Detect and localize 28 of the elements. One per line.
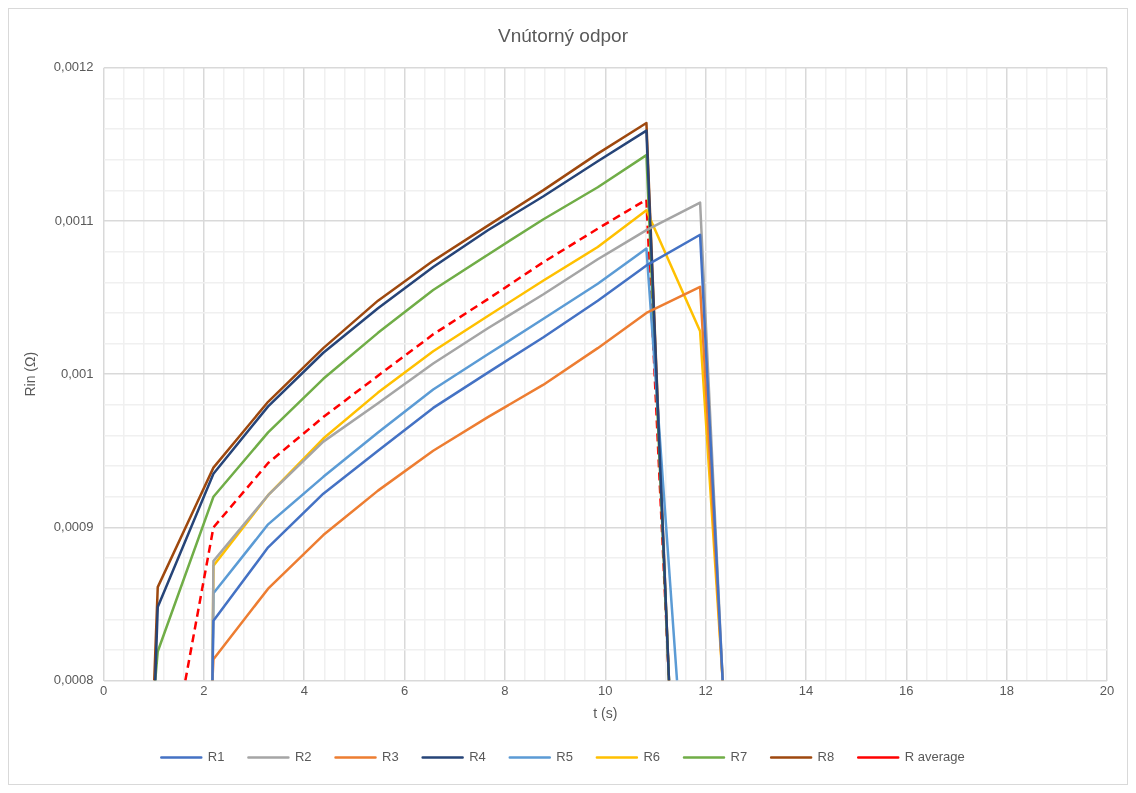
y-tick-label: 0,0012	[53, 59, 94, 75]
chart-title: Vnútorný odpor	[498, 24, 629, 46]
x-tick-label: 6	[400, 682, 409, 698]
x-tick-label: 4	[300, 682, 308, 698]
legend-label: R8	[817, 749, 835, 765]
y-tick-label: 0,0008	[53, 672, 94, 688]
legend-label: R6	[643, 749, 660, 765]
x-tick-label: 18	[999, 682, 1014, 698]
legend-label: R5	[556, 749, 573, 765]
x-tick-label: 14	[798, 682, 814, 698]
x-tick-label: 2	[200, 682, 208, 698]
y-axis-title: Rin (Ω)	[22, 351, 39, 397]
x-axis-title: t (s)	[593, 705, 618, 722]
legend-label: R3	[382, 749, 399, 765]
y-tick-label: 0,0011	[54, 212, 94, 228]
legend-label: R4	[469, 749, 486, 765]
x-tick-label: 20	[1099, 682, 1115, 698]
y-tick-label: 0,0009	[53, 518, 94, 534]
x-tick-label: 10	[598, 682, 613, 698]
x-tick-label: 12	[698, 682, 713, 698]
legend-label: R average	[904, 749, 965, 765]
x-tick-label: 0	[99, 682, 108, 698]
y-tick-label: 0,001	[61, 365, 94, 381]
legend-label: R7	[730, 749, 748, 765]
x-tick-label: 16	[899, 682, 914, 698]
legend-label: R2	[294, 749, 312, 765]
x-tick-label: 8	[501, 682, 509, 698]
legend-label: R1	[207, 749, 225, 765]
